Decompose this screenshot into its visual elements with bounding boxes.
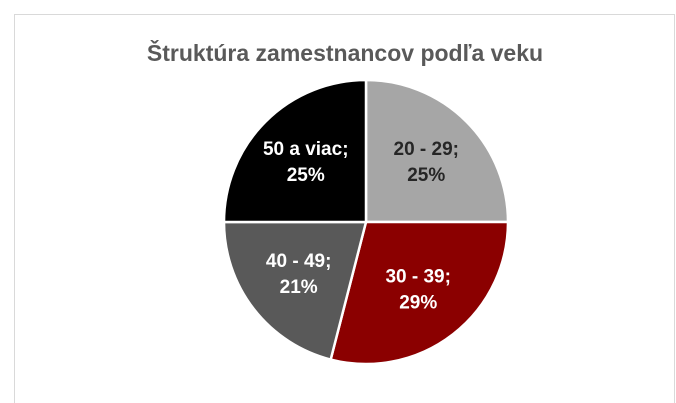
label-separator: ; [342, 139, 348, 160]
pie-slice [329, 220, 510, 366]
pie-slice [364, 78, 510, 224]
data-label-value: 25% [407, 165, 445, 186]
data-label: 40 - 49; [266, 251, 331, 272]
data-label: 50 a viac; [263, 139, 349, 160]
label-category: 20 - 29 [394, 139, 453, 160]
data-label: 20 - 29; [394, 139, 459, 160]
data-label-value: 25% [287, 165, 325, 186]
data-label-value: 21% [280, 277, 318, 298]
pie-slice [222, 220, 368, 362]
data-label: 30 - 39; [385, 266, 450, 287]
label-category: 30 - 39 [385, 266, 444, 287]
pie-slice [222, 78, 368, 224]
label-category: 40 - 49 [266, 251, 325, 272]
label-separator: ; [325, 251, 331, 272]
label-category: 50 a viac [263, 139, 343, 160]
data-label-value: 29% [399, 292, 437, 313]
chart-title: Štruktúra zamestnancov podľa veku [147, 39, 543, 66]
label-separator: ; [453, 139, 459, 160]
label-separator: ; [445, 266, 451, 287]
